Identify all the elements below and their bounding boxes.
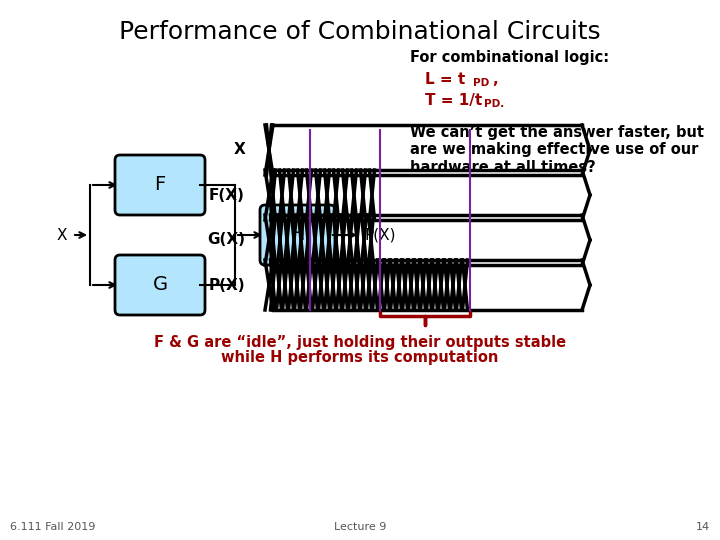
Text: T = 1/t: T = 1/t — [425, 93, 482, 108]
FancyBboxPatch shape — [115, 255, 205, 315]
Text: F & G are “idle”, just holding their outputs stable: F & G are “idle”, just holding their out… — [154, 335, 566, 350]
Text: P(X): P(X) — [208, 278, 245, 293]
Text: X: X — [233, 143, 245, 158]
Text: For combinational logic:: For combinational logic: — [410, 50, 609, 65]
Text: L = t: L = t — [425, 72, 465, 87]
FancyBboxPatch shape — [115, 155, 205, 215]
Text: PD.: PD. — [484, 99, 504, 109]
Text: G(X): G(X) — [207, 233, 245, 247]
Text: PD: PD — [473, 78, 490, 88]
Text: We can’t get the answer faster, but
are we making effective use of our
hardware : We can’t get the answer faster, but are … — [410, 125, 704, 175]
Text: while H performs its computation: while H performs its computation — [221, 350, 499, 365]
FancyBboxPatch shape — [260, 205, 335, 265]
Text: F(X): F(X) — [209, 187, 245, 202]
Text: P(X): P(X) — [365, 227, 397, 242]
Text: Lecture 9: Lecture 9 — [334, 522, 386, 532]
Text: 6.111 Fall 2019: 6.111 Fall 2019 — [10, 522, 95, 532]
Text: G: G — [153, 275, 168, 294]
Text: F: F — [154, 176, 166, 194]
Text: Performance of Combinational Circuits: Performance of Combinational Circuits — [120, 20, 600, 44]
Text: 14: 14 — [696, 522, 710, 532]
Text: H: H — [289, 226, 305, 245]
Text: X: X — [57, 227, 67, 242]
Text: ,: , — [492, 72, 498, 87]
